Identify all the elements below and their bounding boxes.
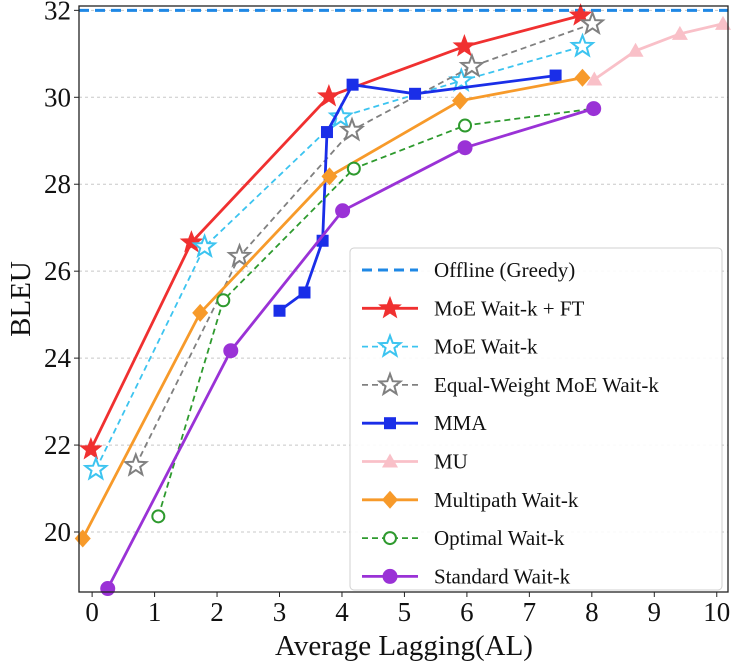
data-point bbox=[151, 509, 166, 524]
legend-label: Optimal Wait-k bbox=[434, 526, 565, 550]
legend-item: Multipath Wait-k bbox=[362, 488, 579, 512]
y-tick-label: 28 bbox=[44, 169, 71, 199]
data-point bbox=[458, 118, 473, 133]
data-point bbox=[191, 232, 218, 259]
legend-item: Equal-Weight MoE Wait-k bbox=[362, 371, 659, 397]
legend-label: Offline (Greedy) bbox=[434, 258, 575, 282]
data-point bbox=[457, 140, 473, 156]
x-tick-label: 3 bbox=[273, 597, 287, 627]
data-point bbox=[321, 167, 338, 186]
legend-item: Optimal Wait-k bbox=[362, 526, 565, 550]
data-point bbox=[549, 69, 562, 82]
data-point bbox=[298, 286, 311, 299]
series-mu bbox=[586, 15, 732, 86]
data-point bbox=[452, 33, 477, 57]
x-tick-label: 6 bbox=[460, 597, 474, 627]
data-point bbox=[715, 15, 732, 30]
data-point bbox=[335, 203, 351, 219]
data-point bbox=[346, 78, 359, 91]
data-point bbox=[192, 303, 209, 322]
x-tick-label: 7 bbox=[523, 597, 537, 627]
legend-marker bbox=[382, 490, 398, 509]
data-point bbox=[448, 66, 475, 93]
x-axis-label: Average Lagging(AL) bbox=[275, 630, 533, 662]
data-point bbox=[82, 455, 110, 481]
legend: Offline (Greedy) MoE Wait-k + FT MoE Wait-… bbox=[349, 247, 723, 591]
y-tick-label: 32 bbox=[44, 0, 71, 25]
y-tick-label: 22 bbox=[44, 430, 71, 460]
legend-marker bbox=[378, 295, 402, 319]
data-point bbox=[627, 42, 644, 57]
data-point bbox=[346, 161, 361, 176]
x-tick-label: 1 bbox=[148, 597, 162, 627]
series-equal-weight-moe-wait-k bbox=[122, 9, 606, 477]
data-point bbox=[273, 304, 286, 317]
legend-marker bbox=[384, 417, 396, 430]
legend-item: Offline (Greedy) bbox=[362, 258, 575, 282]
data-point bbox=[216, 293, 231, 308]
x-tick-label: 9 bbox=[648, 597, 662, 627]
data-point bbox=[122, 451, 150, 477]
x-tick-label: 10 bbox=[703, 597, 730, 627]
series-line bbox=[593, 22, 724, 81]
series-moe-wait-k bbox=[82, 32, 596, 481]
legend-marker bbox=[382, 453, 398, 468]
legend-marker bbox=[382, 568, 398, 584]
series-standard-wait-k bbox=[100, 101, 602, 597]
legend-label: MMA bbox=[434, 411, 487, 435]
legend-label: MU bbox=[434, 450, 468, 474]
x-tick-label: 0 bbox=[85, 597, 99, 627]
data-point bbox=[327, 103, 354, 129]
data-point bbox=[586, 101, 602, 117]
x-tick-label: 2 bbox=[210, 597, 224, 627]
data-point bbox=[574, 68, 591, 87]
legend-box bbox=[349, 247, 723, 591]
data-point bbox=[586, 71, 603, 86]
y-tick-label: 20 bbox=[44, 517, 71, 547]
y-tick-label: 30 bbox=[44, 82, 71, 112]
legend-label: MoE Wait-k + FT bbox=[434, 296, 585, 320]
data-point bbox=[409, 87, 422, 100]
data-point bbox=[458, 52, 486, 78]
legend-item: MoE Wait-k + FT bbox=[362, 295, 585, 320]
series-layer bbox=[74, 3, 732, 597]
data-point bbox=[79, 436, 103, 460]
legend-label: Multipath Wait-k bbox=[434, 488, 579, 512]
data-point bbox=[179, 230, 204, 253]
legend-item: Standard Wait-k bbox=[362, 564, 571, 588]
x-tick-label: 5 bbox=[398, 597, 412, 627]
data-point bbox=[320, 126, 333, 139]
legend-marker bbox=[383, 531, 397, 546]
y-tick-label: 24 bbox=[44, 343, 72, 373]
legend-item: MoE Wait-k bbox=[362, 332, 538, 359]
data-point bbox=[452, 91, 469, 110]
legend-marker bbox=[376, 332, 404, 358]
legend-label: Equal-Weight MoE Wait-k bbox=[434, 373, 659, 397]
ticks: 20 22 24 26 28 30 32 0 1 2 3 4 5 6 7 8 9 10 bbox=[44, 0, 730, 627]
y-tick-label: 26 bbox=[44, 256, 71, 286]
data-point bbox=[579, 9, 606, 36]
legend-label: Standard Wait-k bbox=[434, 564, 571, 588]
data-point bbox=[100, 581, 116, 597]
data-point bbox=[223, 343, 239, 359]
y-axis-label: BLEU bbox=[5, 261, 37, 337]
series-mma bbox=[273, 69, 562, 317]
data-point bbox=[671, 25, 688, 40]
legend-marker bbox=[376, 371, 404, 397]
plot-frame bbox=[78, 5, 729, 593]
data-point bbox=[317, 83, 341, 107]
x-tick-label: 4 bbox=[335, 597, 349, 627]
data-point bbox=[226, 242, 253, 268]
legend-label: MoE Wait-k bbox=[434, 335, 538, 359]
x-tick-label: 8 bbox=[585, 597, 599, 627]
data-point bbox=[338, 116, 366, 142]
legend-item: MMA bbox=[362, 411, 487, 435]
legend-item: MU bbox=[362, 450, 468, 474]
data-point bbox=[569, 32, 596, 58]
series-moe-wait-k-ft bbox=[79, 3, 593, 460]
